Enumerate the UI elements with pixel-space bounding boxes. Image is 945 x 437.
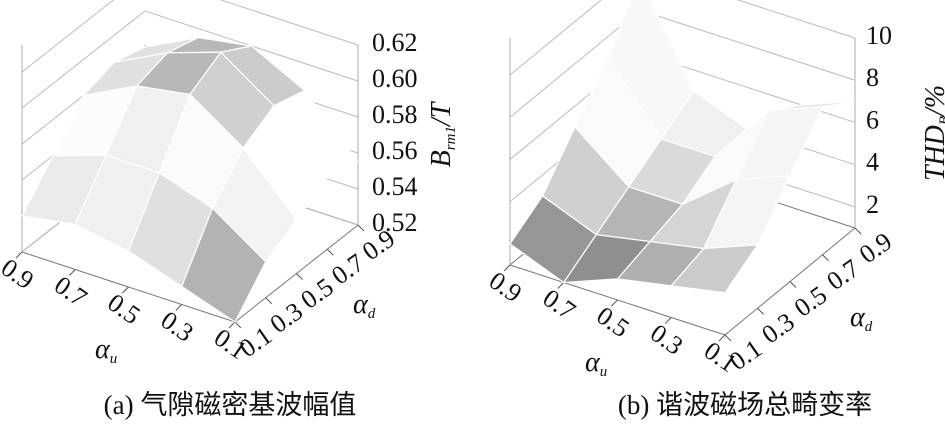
- x-tick-label: 0.5: [591, 301, 634, 343]
- x-tick: [611, 299, 618, 307]
- z-tick-label: 6: [866, 105, 879, 134]
- y-tick: [854, 227, 862, 235]
- x-tick: [15, 251, 23, 259]
- z-tick-label: 0.60: [372, 64, 418, 93]
- x-tick: [228, 321, 236, 329]
- y-tick: [296, 273, 303, 280]
- z-axis-unit: /%: [920, 85, 945, 118]
- z-tick-label: 0.52: [372, 208, 418, 237]
- x-tick: [718, 334, 726, 342]
- caption: (b) 谐波磁场总畸变率: [618, 390, 872, 420]
- caption: (a) 气隙磁密基波幅值: [104, 390, 357, 420]
- z-tick-label: 8: [866, 63, 879, 92]
- y-tick: [234, 321, 242, 329]
- x-axis-label: αu: [95, 334, 117, 367]
- z-tick-label: 2: [866, 190, 879, 219]
- y-axis-symbol: α: [850, 302, 866, 333]
- y-tick: [757, 307, 764, 315]
- z-axis-subscript: rm1: [443, 126, 459, 150]
- y-axis-subscript: d: [865, 319, 873, 335]
- x-tick-label: 0.9: [0, 253, 39, 295]
- y-axis-symbol: α: [353, 289, 369, 320]
- x-tick: [122, 286, 129, 294]
- x-tick: [175, 304, 183, 311]
- z-tick-label: 0.56: [372, 136, 418, 165]
- x-tick: [557, 282, 565, 289]
- z-tick-label: 0.62: [372, 28, 418, 57]
- y-axis-label: αd: [850, 302, 873, 335]
- x-axis-symbol: α: [585, 347, 601, 378]
- grid-line: [509, 0, 856, 76]
- surface-patch: [670, 244, 759, 294]
- y-axis-label: αd: [353, 289, 376, 322]
- grid-line: [21, 10, 359, 109]
- y-tick: [724, 334, 732, 342]
- x-tick: [68, 269, 76, 276]
- x-axis-subscript: u: [110, 351, 118, 367]
- x-tick-label: 0.7: [538, 283, 581, 325]
- z-axis-symbol: THD: [920, 125, 945, 181]
- surface-patch: [181, 207, 267, 323]
- grid-line: [21, 0, 359, 73]
- y-tick: [357, 224, 365, 232]
- x-tick: [664, 317, 672, 324]
- y-axis-subscript: d: [368, 306, 376, 322]
- z-axis-subscript: B: [937, 116, 945, 125]
- z-tick-label: 0.54: [372, 172, 418, 201]
- z-tick-label: 10: [866, 21, 892, 50]
- y-tick: [789, 281, 797, 288]
- x-axis-symbol: α: [95, 334, 111, 365]
- z-axis-symbol: B: [426, 150, 457, 167]
- x-tick-label: 0.3: [645, 318, 688, 360]
- y-tick: [265, 297, 273, 305]
- x-axis-label: αu: [585, 347, 607, 380]
- x-tick-label: 0.3: [156, 305, 199, 347]
- x-tick: [503, 264, 511, 272]
- x-tick-label: 0.7: [49, 270, 92, 312]
- z-axis-label: Brm1/T: [426, 100, 459, 167]
- z-axis-unit: /T: [426, 100, 457, 128]
- y-tick: [822, 254, 829, 262]
- x-axis-subscript: u: [600, 364, 608, 380]
- z-tick-label: 0.58: [372, 100, 418, 129]
- z-axis-label: THDB/%: [920, 85, 945, 181]
- z-tick-label: 4: [866, 148, 879, 177]
- x-tick-label: 0.5: [102, 288, 145, 330]
- x-tick-label: 0.9: [484, 266, 527, 308]
- y-tick: [326, 248, 334, 256]
